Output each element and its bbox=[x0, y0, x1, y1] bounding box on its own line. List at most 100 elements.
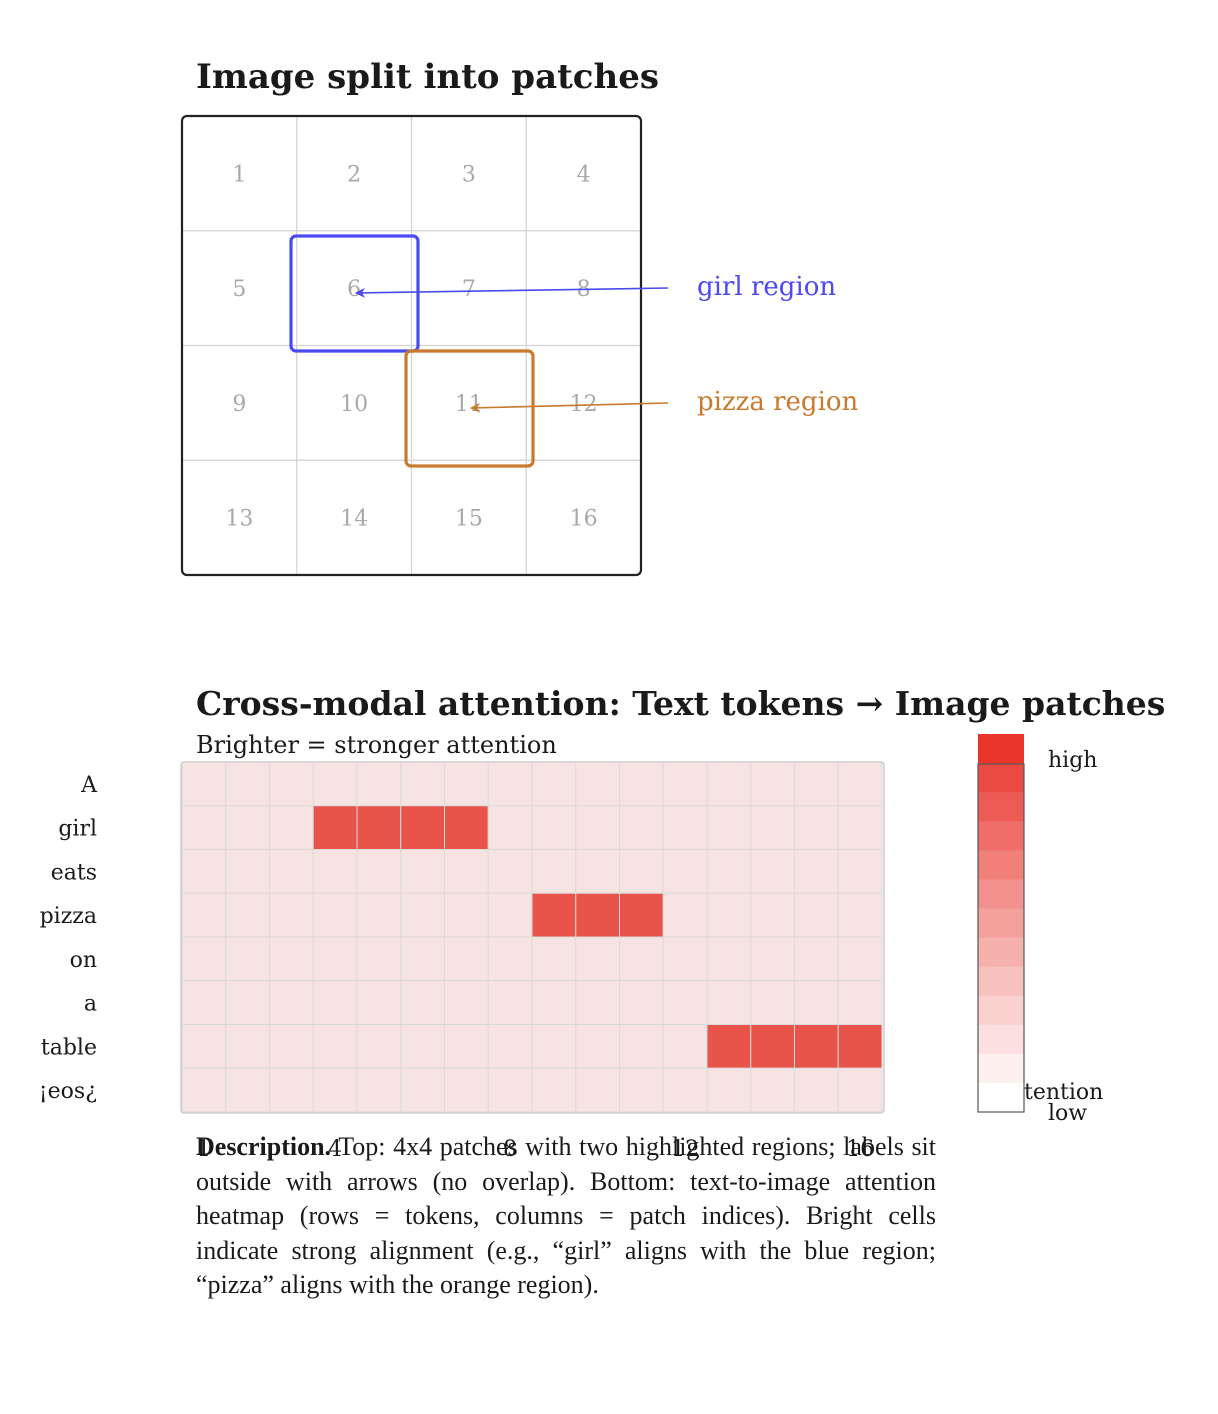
heatmap-cell bbox=[619, 936, 664, 982]
heatmap-cell bbox=[750, 1024, 795, 1069]
heatmap-cell bbox=[269, 1024, 314, 1069]
heatmap-cell bbox=[794, 892, 839, 938]
column-tick-label: 1 bbox=[197, 1137, 211, 1162]
heatmap-cell bbox=[750, 761, 795, 807]
heatmap-cell bbox=[400, 805, 445, 850]
heatmap-cell bbox=[312, 936, 358, 982]
heatmap-cell bbox=[269, 761, 314, 807]
patch-number: 3 bbox=[462, 162, 476, 187]
heatmap-cell bbox=[837, 805, 883, 850]
heatmap-cell bbox=[225, 849, 270, 894]
heatmap-cell bbox=[400, 980, 445, 1025]
heatmap-cell bbox=[444, 1024, 489, 1069]
patch-diagram-title: Image split into patches bbox=[196, 57, 659, 97]
heatmap-cell bbox=[750, 849, 795, 894]
heatmap-cell bbox=[312, 1024, 358, 1069]
heatmap-cell bbox=[269, 980, 314, 1025]
heatmap-border bbox=[180, 761, 885, 1114]
heatmap-cell bbox=[706, 980, 752, 1025]
heatmap-cell bbox=[400, 1067, 445, 1113]
heatmap-cell bbox=[181, 1024, 227, 1069]
pizza-region-box bbox=[404, 349, 535, 468]
heatmap-cell bbox=[225, 892, 270, 938]
heatmap-cell bbox=[400, 849, 445, 894]
heatmap-cell bbox=[706, 1024, 752, 1069]
heatmap-cell bbox=[662, 849, 708, 894]
heatmap-cell bbox=[356, 936, 402, 982]
heatmap-cell bbox=[225, 805, 270, 850]
colorbar-high-label: high bbox=[1048, 748, 1097, 773]
heatmap-cell bbox=[575, 1067, 620, 1113]
patch-number: 15 bbox=[455, 507, 483, 532]
heatmap-cell bbox=[400, 761, 445, 807]
pizza-region-arrow bbox=[470, 402, 669, 413]
heatmap-cell bbox=[181, 849, 227, 894]
heatmap-cell bbox=[181, 805, 227, 850]
heatmap-cell bbox=[619, 892, 664, 938]
colorbar-swatch bbox=[978, 966, 1024, 997]
heatmap-cell bbox=[662, 1024, 708, 1069]
heatmap-cell bbox=[444, 761, 489, 807]
heatmap-cell bbox=[444, 980, 489, 1025]
column-tick-label: 8 bbox=[503, 1137, 517, 1162]
heatmap-cell bbox=[662, 805, 708, 850]
heatmap-cell bbox=[312, 849, 358, 894]
colorbar bbox=[978, 734, 1024, 1113]
heatmap-cell bbox=[794, 849, 839, 894]
heatmap-cell bbox=[269, 849, 314, 894]
heatmap-cell bbox=[356, 761, 402, 807]
heatmap-cell bbox=[269, 892, 314, 938]
heatmap-cell bbox=[487, 1024, 533, 1069]
heatmap-cell bbox=[531, 761, 577, 807]
heatmap-cell bbox=[444, 849, 489, 894]
colorbar-swatch bbox=[978, 1053, 1024, 1084]
heatmap-cell bbox=[400, 1024, 445, 1069]
heatmap-cell bbox=[662, 936, 708, 982]
colorbar-swatch bbox=[978, 850, 1024, 880]
colorbar-swatch bbox=[978, 1024, 1024, 1055]
girl-region-arrow bbox=[355, 287, 669, 298]
patch-number: 11 bbox=[455, 392, 483, 417]
heatmap-cell bbox=[312, 1067, 358, 1113]
token-label: eats bbox=[51, 860, 97, 885]
heatmap-cell bbox=[444, 936, 489, 982]
description-body: Top: 4x4 patches with two highlighted re… bbox=[196, 1132, 937, 1300]
heatmap-cell bbox=[706, 1067, 752, 1113]
token-label: girl bbox=[58, 817, 97, 842]
heatmap-cell bbox=[575, 761, 620, 807]
heatmap-cell bbox=[487, 761, 533, 807]
heatmap-cell bbox=[356, 1067, 402, 1113]
colorbar-swatch bbox=[978, 821, 1024, 851]
heatmap-cell bbox=[181, 892, 227, 938]
heatmap-cell bbox=[575, 1024, 620, 1069]
heatmap-cell bbox=[444, 805, 489, 850]
token-label: pizza bbox=[40, 904, 97, 929]
token-label: table bbox=[41, 1035, 97, 1060]
heatmap-cell bbox=[794, 980, 839, 1025]
heatmap-cell bbox=[837, 1067, 883, 1113]
heatmap-cell bbox=[181, 980, 227, 1025]
heatmap-cell bbox=[750, 805, 795, 850]
figure-description: Description. Top: 4x4 patches with two h… bbox=[196, 1130, 936, 1303]
heatmap-cell bbox=[575, 849, 620, 894]
patch-number: 6 bbox=[347, 277, 361, 302]
heatmap-cell bbox=[487, 980, 533, 1025]
heatmap-title: Cross-modal attention: Text tokens → Ima… bbox=[196, 684, 1165, 723]
colorbar-swatch bbox=[978, 879, 1024, 909]
heatmap-cell bbox=[356, 892, 402, 938]
colorbar-title-fragment: tention bbox=[1024, 1080, 1103, 1105]
heatmap-cell bbox=[706, 936, 752, 982]
patch-grid-border bbox=[180, 114, 643, 577]
patch-number: 13 bbox=[225, 507, 253, 532]
patch-number: 9 bbox=[232, 392, 246, 417]
heatmap-cell bbox=[575, 892, 620, 938]
heatmap-cell bbox=[619, 1024, 664, 1069]
heatmap-cell bbox=[225, 761, 270, 807]
colorbar-swatch bbox=[978, 792, 1024, 822]
heatmap-cell bbox=[531, 892, 577, 938]
heatmap-cell bbox=[225, 980, 270, 1025]
heatmap-cell bbox=[400, 936, 445, 982]
heatmap-cell bbox=[312, 892, 358, 938]
